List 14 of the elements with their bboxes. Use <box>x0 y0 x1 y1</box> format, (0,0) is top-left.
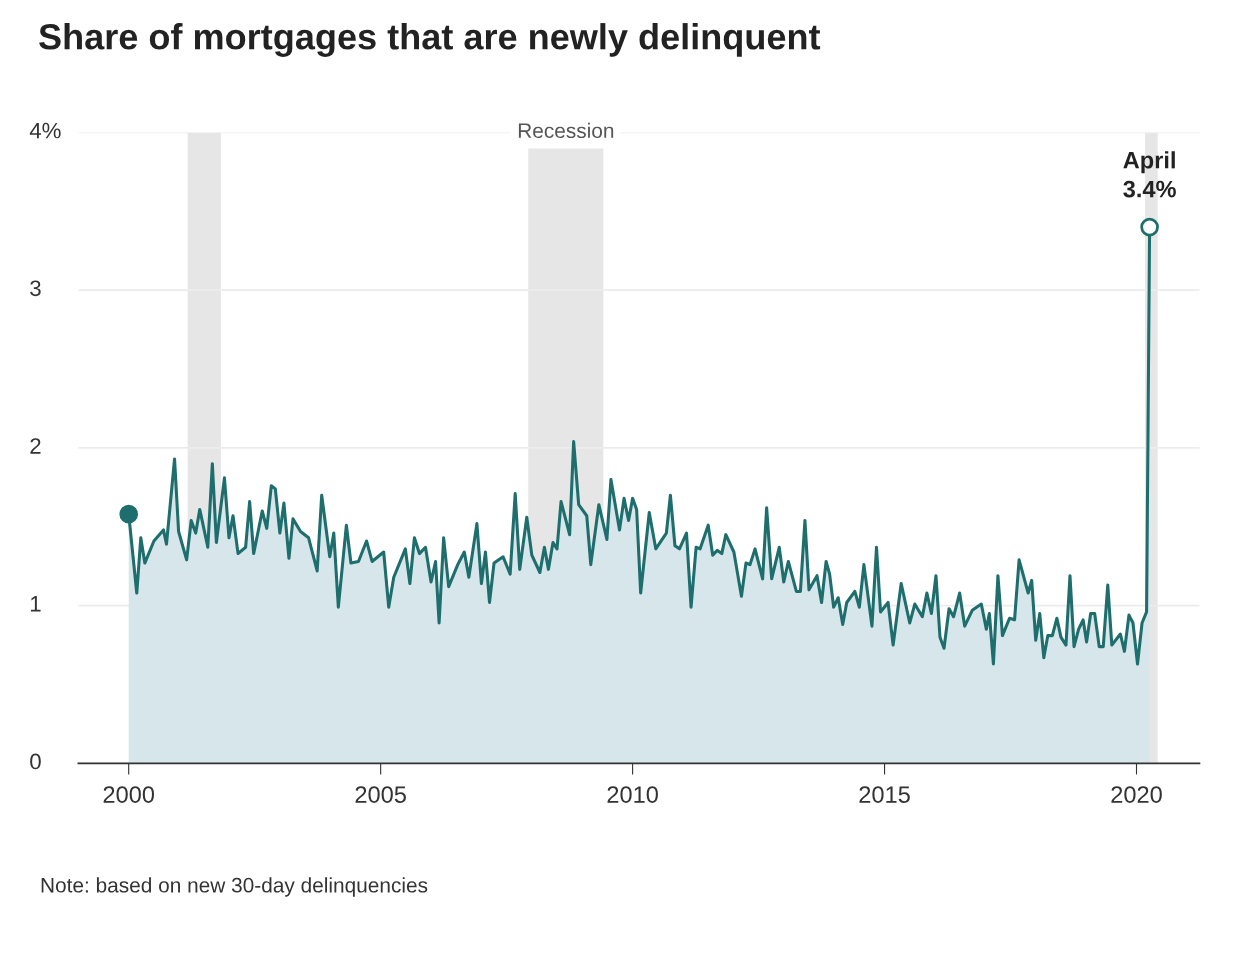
x-tick-label: 2005 <box>355 786 406 803</box>
x-tick-label: 2000 <box>103 786 155 803</box>
band-label: Recession <box>518 122 614 139</box>
y-tick-label: 1 <box>30 596 41 612</box>
y-tick-label: 4% <box>29 122 61 139</box>
y-tick-label: 3 <box>30 280 41 297</box>
annotation: April 3.4% <box>1123 151 1176 198</box>
chart-title: Share of mortgages that are newly delinquent <box>39 23 821 57</box>
y-tick-label: 2 <box>30 438 41 454</box>
y-tick-label: 0 <box>30 753 41 770</box>
x-tick-label: 2015 <box>859 786 910 803</box>
x-tick-label: 2020 <box>1111 786 1162 803</box>
text: Note: based on new 30-day delinquencies <box>41 877 428 897</box>
x-tick-label: 2010 <box>607 786 658 803</box>
